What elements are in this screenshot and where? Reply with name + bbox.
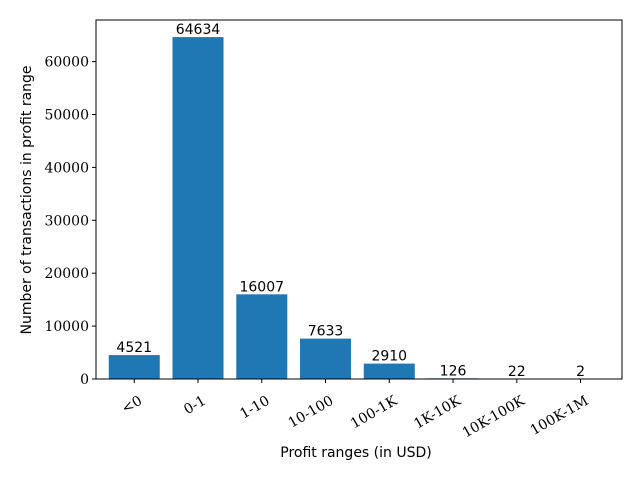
y-tick-label-4: 40000 [44,160,89,176]
data-label-6: 22 [508,364,526,380]
y-axis-title: Number of transactions in profit range [19,65,35,334]
x-axis-title: Profit ranges (in USD) [280,445,431,461]
x-tick-label-5: 1K-10K [411,393,464,433]
y-tick-label-0: 0 [80,372,89,388]
y-tick-label-2: 20000 [44,266,89,282]
data-label-0: 4521 [116,340,152,356]
y-tick-label-3: 30000 [44,213,89,229]
y-axis-ticks: 0 10000 20000 30000 40000 50000 60000 [44,55,96,388]
data-label-2: 16007 [239,279,284,295]
data-label-3: 7633 [308,324,344,340]
bar-0 [108,355,160,379]
bar-1 [172,37,224,380]
x-tick-label-6: 10K-100K [460,393,528,442]
data-label-7: 2 [576,364,585,380]
bars-group [108,37,607,380]
data-label-5: 126 [440,363,467,379]
y-tick-label-1: 10000 [44,319,89,335]
x-tick-label-3: 10-100 [286,393,337,431]
x-tick-label-7: 100K-1M [528,393,592,439]
y-tick-label-6: 60000 [44,55,89,71]
x-tick-label-0: <0 [119,393,145,417]
x-tick-label-2: 1-10 [237,393,272,423]
y-tick-label-5: 50000 [44,108,89,124]
bar-3 [300,338,352,379]
data-label-1: 64634 [176,22,221,38]
data-label-4: 2910 [371,349,407,365]
bar-4 [363,363,415,379]
x-tick-label-1: 0-1 [181,393,209,418]
bar-2 [236,294,288,379]
x-tick-label-4: 100-1K [348,393,400,433]
plot-frame [95,19,623,380]
